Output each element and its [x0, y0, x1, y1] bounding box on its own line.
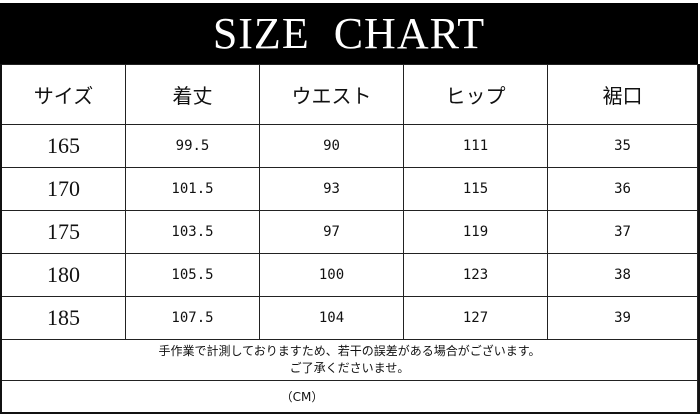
cell-size: 175	[1, 210, 126, 254]
cell-hip: 115	[403, 167, 548, 211]
cell-hip: 119	[403, 210, 548, 254]
table-row: 165 99.5 90 111 35	[1, 124, 698, 168]
cell-length: 103.5	[125, 210, 260, 254]
cell-hem: 39	[547, 296, 698, 340]
cell-size: 165	[1, 124, 126, 168]
cell-waist: 100	[259, 253, 404, 297]
note-line-2: ご了承くださいませ。	[289, 361, 410, 375]
cell-waist: 93	[259, 167, 404, 211]
cell-length: 101.5	[125, 167, 260, 211]
cell-hem: 37	[547, 210, 698, 254]
table-row: 185 107.5 104 127 39	[1, 296, 698, 340]
cell-size: 170	[1, 167, 126, 211]
cell-hip: 127	[403, 296, 548, 340]
header-row: サイズ 着丈 ウエスト ヒップ 裾口	[1, 64, 698, 125]
table-row: 175 103.5 97 119 37	[1, 210, 698, 254]
header-hem: 裾口	[547, 64, 698, 125]
cell-hem: 38	[547, 253, 698, 297]
cell-length: 107.5	[125, 296, 260, 340]
header-hip: ヒップ	[403, 64, 548, 125]
note-row: 手作業で計測しておりますため、若干の誤差がある場合がございます。 ご了承ください…	[1, 339, 698, 381]
cell-hem: 35	[547, 124, 698, 168]
cell-size: 180	[1, 253, 126, 297]
cell-waist: 104	[259, 296, 404, 340]
size-table: サイズ 着丈 ウエスト ヒップ 裾口 165 99.5 90 111 35 17…	[1, 64, 698, 413]
cell-waist: 97	[259, 210, 404, 254]
cell-hip: 111	[403, 124, 548, 168]
cell-size: 185	[1, 296, 126, 340]
table-row: 170 101.5 93 115 36	[1, 167, 698, 211]
cell-length: 105.5	[125, 253, 260, 297]
header-waist: ウエスト	[259, 64, 404, 125]
header-length: 着丈	[125, 64, 260, 125]
note-line-1: 手作業で計測しておりますため、若干の誤差がある場合がございます。	[158, 344, 541, 358]
measurement-note: 手作業で計測しておりますため、若干の誤差がある場合がございます。 ご了承ください…	[1, 339, 698, 381]
cell-hem: 36	[547, 167, 698, 211]
cell-hip: 123	[403, 253, 548, 297]
cell-length: 99.5	[125, 124, 260, 168]
unit-text: （CM）	[280, 390, 324, 404]
unit-label: （CM）	[1, 380, 698, 413]
header-size: サイズ	[1, 64, 126, 125]
unit-row: （CM）	[1, 380, 698, 413]
table-row: 180 105.5 100 123 38	[1, 253, 698, 297]
chart-title: SIZE CHART	[0, 3, 698, 64]
cell-waist: 90	[259, 124, 404, 168]
